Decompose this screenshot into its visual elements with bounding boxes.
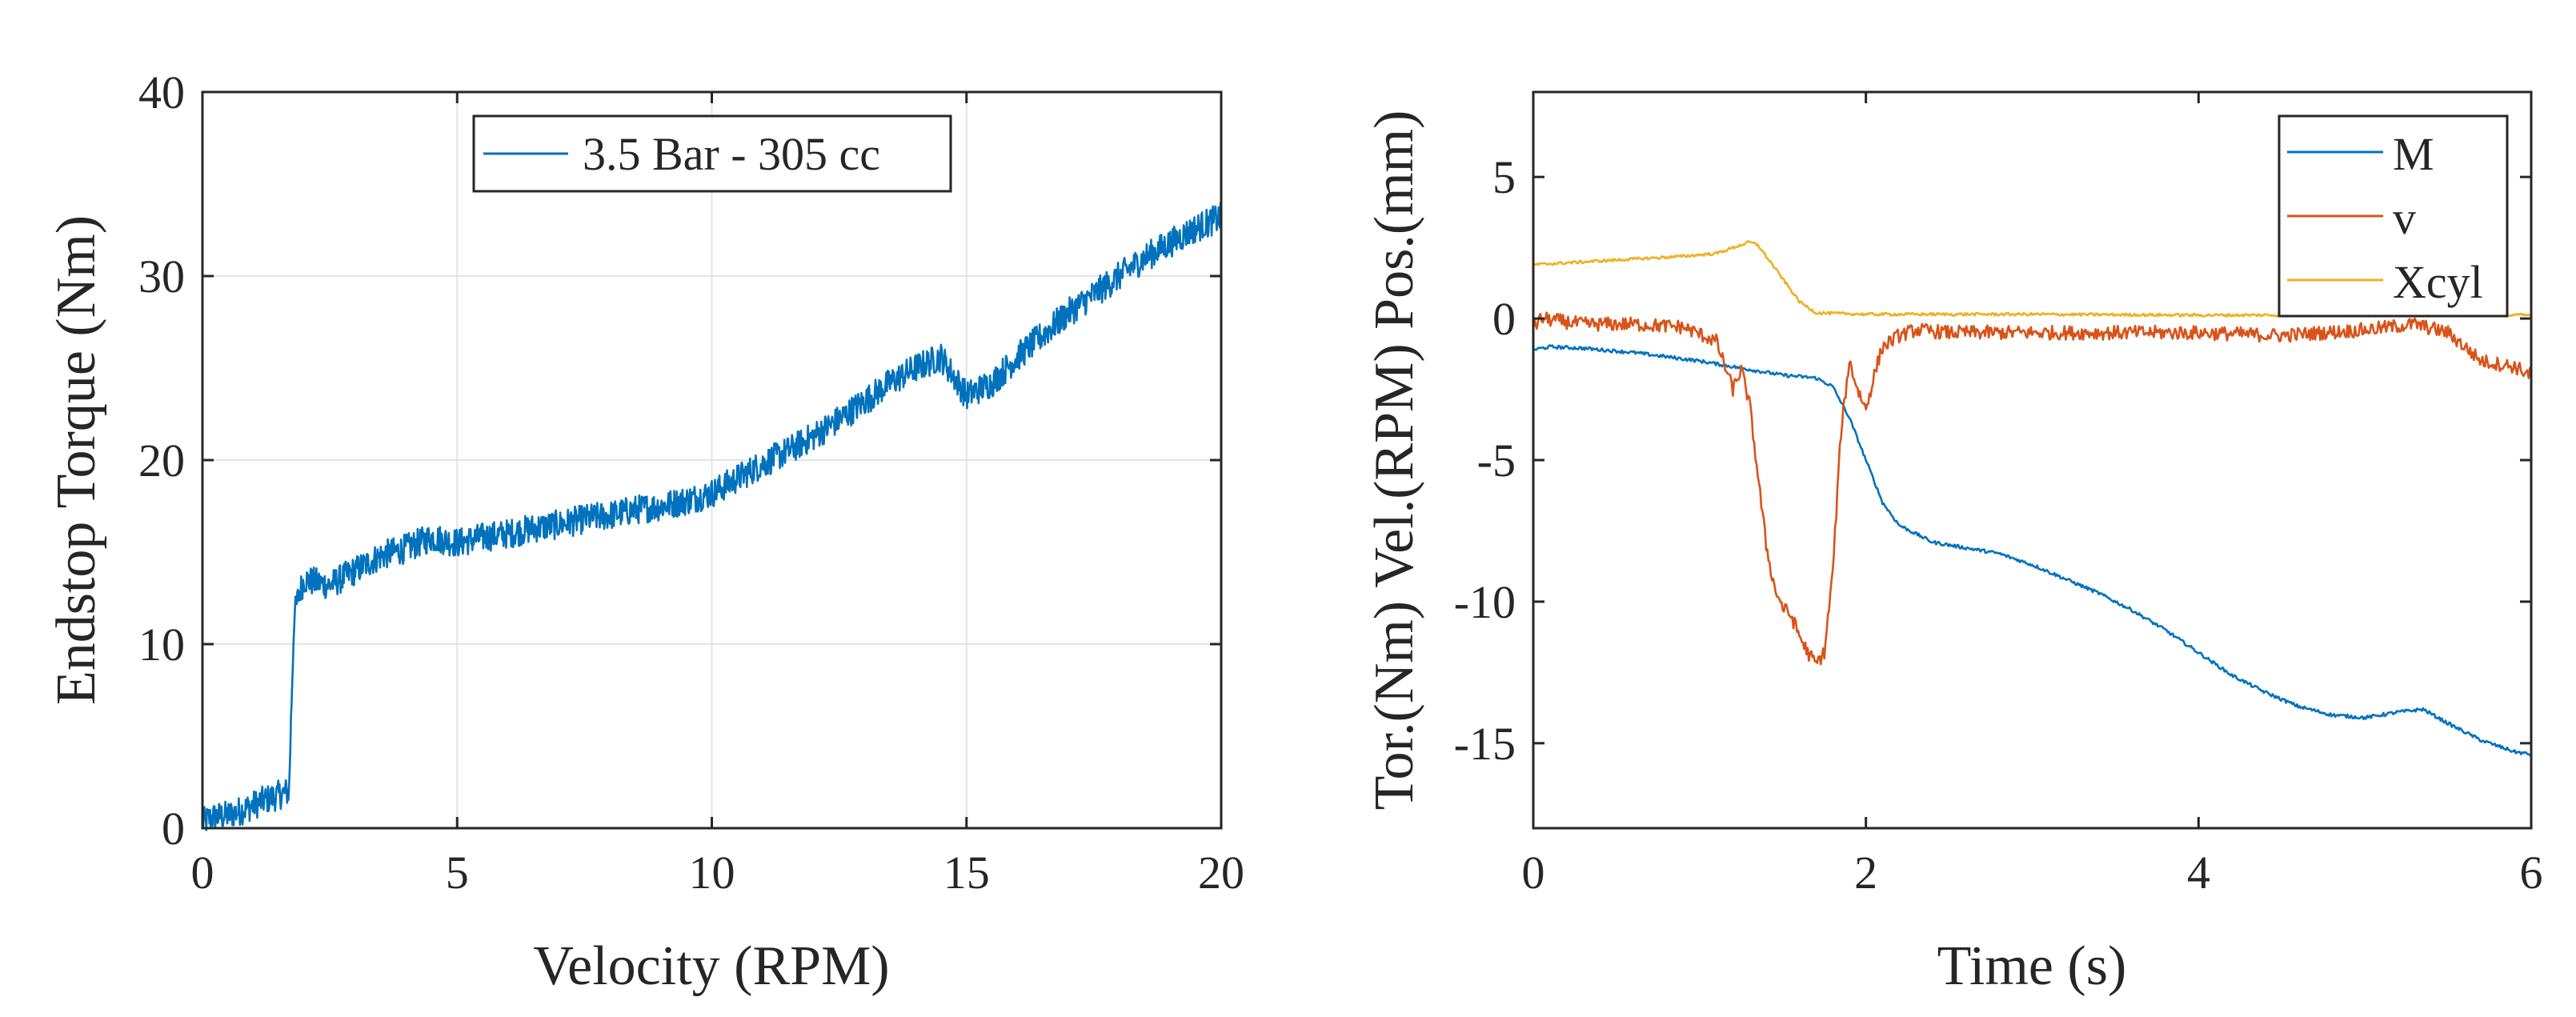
legend-label-v: v [2393,192,2416,244]
y-tick-label: 0 [1492,293,1516,345]
y-tick-label: 0 [162,803,185,855]
legend-label-M: M [2393,128,2434,180]
y-tick-label: -15 [1454,718,1516,770]
x-tick-label: 15 [943,847,990,899]
y-tick-label: -5 [1477,434,1516,486]
x-axis-label: Velocity (RPM) [533,935,889,997]
x-axis-label: Time (s) [1937,935,2127,997]
axis-ticks: 0 2 4 6 5 0 -5 -10 -15 [1454,92,2543,899]
series-line-m [1532,344,2532,757]
y-axis-label: Endstop Torque (Nm) [46,215,107,705]
time-series-chart: 0 2 4 6 5 0 -5 -10 -15 Time (s) Tor.(Nm) Vel.(RP… [1364,90,2543,997]
x-tick-label: 2 [1854,847,1877,899]
x-tick-label: 0 [191,847,214,899]
series-line-v [1532,311,2533,666]
series-group [1532,240,2533,757]
x-tick-label: 4 [2187,847,2210,899]
legend-label-series-1: 3.5 Bar - 305 cc [583,128,880,180]
y-tick-label: 30 [138,250,185,302]
axis-ticks: 0 5 10 15 20 0 10 20 30 40 [138,66,1244,899]
series-group [201,202,1223,831]
series-line-3-5-bar-305-cc [201,202,1223,831]
grid [202,92,1221,828]
x-tick-label: 20 [1198,847,1244,899]
legend: 3.5 Bar - 305 cc [472,114,952,193]
y-tick-label: -10 [1454,576,1516,628]
y-tick-label: 10 [138,619,185,671]
y-tick-label: 40 [138,66,185,118]
y-axis-label: Tor.(Nm) Vel.(RPM) Pos.(mm) [1364,110,1425,811]
legend-label-Xcyl: Xcyl [2393,256,2483,308]
x-tick-label: 0 [1522,847,1545,899]
y-tick-label: 20 [138,434,185,486]
x-tick-label: 6 [2520,847,2543,899]
x-tick-label: 10 [689,847,735,899]
x-tick-label: 5 [446,847,469,899]
torque-velocity-chart: 0 5 10 15 20 0 10 20 30 40 Velocity (RPM) Endstop… [46,66,1244,997]
legend: M v Xcyl [2278,114,2509,318]
y-tick-label: 5 [1492,151,1516,203]
